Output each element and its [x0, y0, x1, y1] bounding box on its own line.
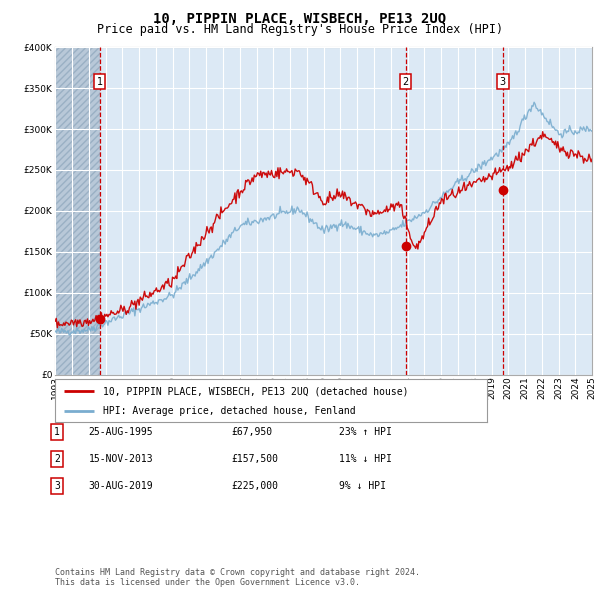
Text: 2: 2	[54, 454, 60, 464]
Text: £67,950: £67,950	[231, 427, 272, 437]
Text: £157,500: £157,500	[231, 454, 278, 464]
Text: 3: 3	[54, 481, 60, 491]
Text: 2: 2	[403, 77, 409, 87]
Text: 1: 1	[97, 77, 103, 87]
Text: 25-AUG-1995: 25-AUG-1995	[89, 427, 154, 437]
Text: 9% ↓ HPI: 9% ↓ HPI	[339, 481, 386, 491]
Text: 23% ↑ HPI: 23% ↑ HPI	[339, 427, 392, 437]
Text: Contains HM Land Registry data © Crown copyright and database right 2024.
This d: Contains HM Land Registry data © Crown c…	[55, 568, 420, 587]
Text: 1: 1	[54, 427, 60, 437]
Text: 11% ↓ HPI: 11% ↓ HPI	[339, 454, 392, 464]
Text: 10, PIPPIN PLACE, WISBECH, PE13 2UQ (detached house): 10, PIPPIN PLACE, WISBECH, PE13 2UQ (det…	[103, 386, 408, 396]
Text: £225,000: £225,000	[231, 481, 278, 491]
Text: 15-NOV-2013: 15-NOV-2013	[89, 454, 154, 464]
Text: Price paid vs. HM Land Registry's House Price Index (HPI): Price paid vs. HM Land Registry's House …	[97, 23, 503, 36]
Text: 30-AUG-2019: 30-AUG-2019	[89, 481, 154, 491]
Text: 10, PIPPIN PLACE, WISBECH, PE13 2UQ: 10, PIPPIN PLACE, WISBECH, PE13 2UQ	[154, 12, 446, 26]
Text: 3: 3	[500, 77, 506, 87]
Text: HPI: Average price, detached house, Fenland: HPI: Average price, detached house, Fenl…	[103, 407, 355, 416]
Bar	[55, 47, 100, 375]
